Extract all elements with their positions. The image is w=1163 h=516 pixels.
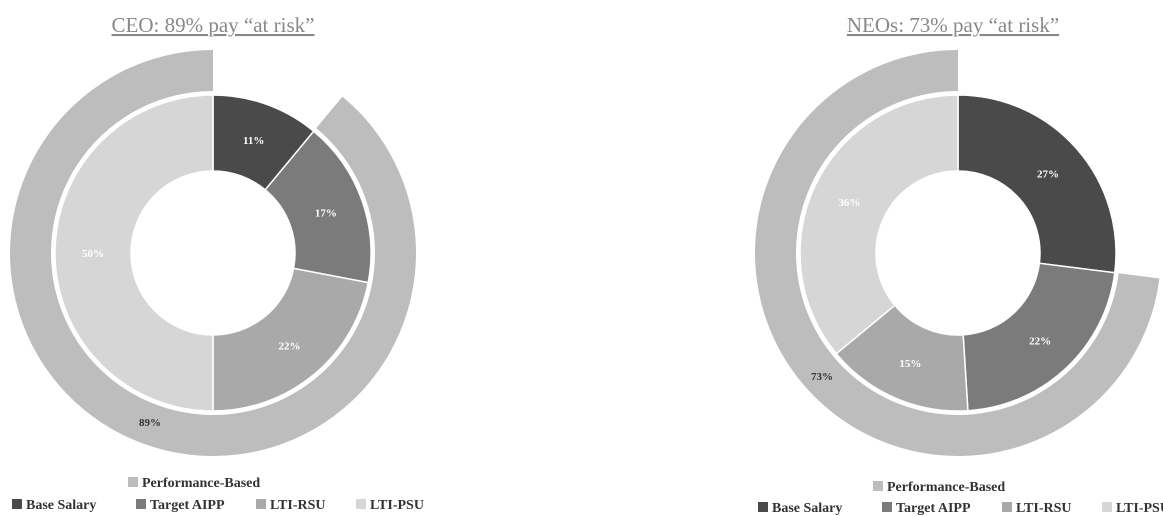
neo-slice-label-lti-psu: 36% [838,197,860,209]
neo-slice-label-base-salary: 27% [1037,169,1059,181]
neo-slice-label-lti-rsu: 15% [899,358,921,370]
ceo-legend-swatch-target-aipp [136,499,146,509]
neo-legend-swatch-base-salary [758,502,768,512]
ceo-legend-swatch-performance-based [128,477,138,487]
neo-legend-swatch-lti-psu [1102,502,1112,512]
ceo-slice-label-lti-rsu: 22% [278,340,300,352]
ceo-legend-lti-psu: LTI-PSU [370,498,424,513]
neo-legend-swatch-target-aipp [882,502,892,512]
ceo-slice-label-lti-psu: 50% [82,248,104,260]
ceo-legend-swatch-base-salary [12,499,22,509]
neo-legend-swatch-lti-rsu [1002,502,1012,512]
ceo-slice-label-target-aipp: 17% [315,207,337,219]
neo-slice-label-target-aipp: 22% [1029,335,1051,347]
ceo-legend-base-salary: Base Salary [26,498,96,513]
neo-legend-base-salary: Base Salary [772,501,842,516]
ceo-legend-swatch-lti-rsu [256,499,266,509]
ceo-chart-title: CEO: 89% pay “at risk” [112,13,315,37]
neo-slice-base-salary [957,94,1117,274]
neo-performance-based-label: 73% [811,371,833,383]
neo-slice-target-aipp [962,262,1116,412]
ceo-performance-based-label: 89% [139,417,161,429]
ceo-legend-target-aipp: Target AIPP [150,498,225,513]
ceo-slice-lti-psu [54,94,214,412]
neo-legend-swatch-performance-based [873,481,883,491]
neo-legend-lti-rsu: LTI-RSU [1016,501,1072,516]
neo-legend-performance-based: Performance-Based [887,480,1005,495]
ceo-legend-performance-based: Performance-Based [142,476,260,491]
ceo-slice-label-base-salary: 11% [243,135,264,147]
ceo-legend-lti-rsu: LTI-RSU [270,498,326,513]
ceo-slice-lti-rsu [212,267,370,412]
ceo-slice-target-aipp [264,130,372,284]
ceo-legend-swatch-lti-psu [356,499,366,509]
neo-legend-target-aipp: Target AIPP [896,501,971,516]
neo-legend-lti-psu: LTI-PSU [1116,501,1163,516]
neo-slice-lti-psu [799,94,959,355]
neo-chart-title: NEOs: 73% pay “at risk” [847,13,1059,37]
